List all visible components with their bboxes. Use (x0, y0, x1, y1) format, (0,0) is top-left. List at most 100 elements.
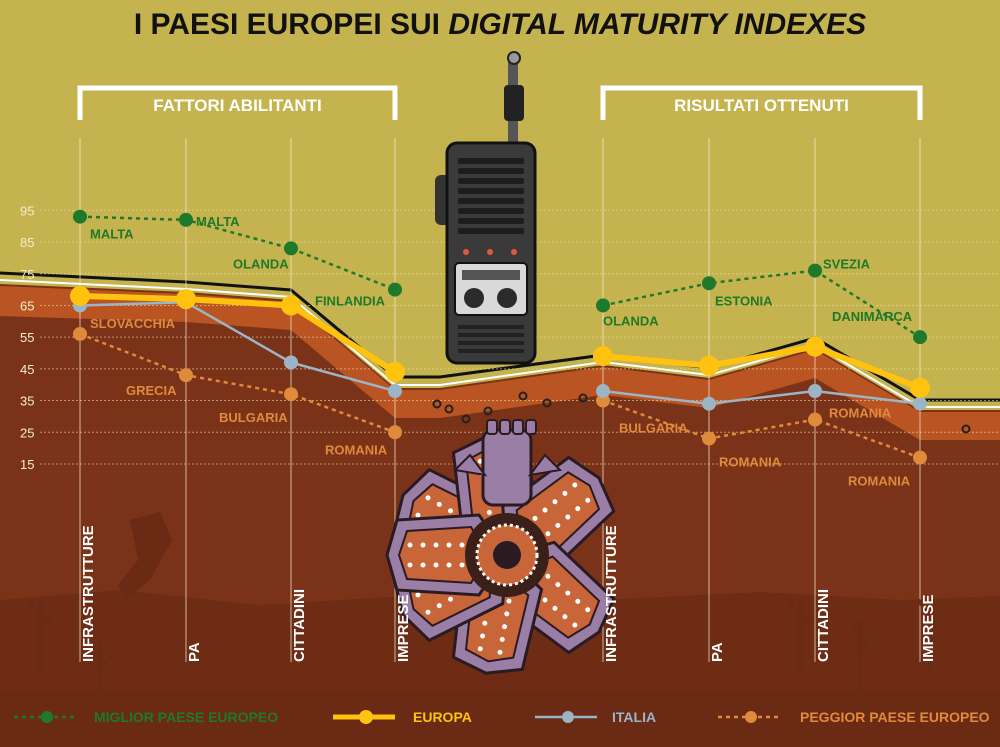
category-labels: INFRASTRUTTURE PA CITTADINI IMPRESE INFRASTR… (80, 525, 937, 662)
series-italy-2 (596, 384, 927, 411)
radio-grip (458, 349, 524, 353)
radio-speaker-slot (458, 158, 524, 164)
radio-icon (435, 51, 537, 365)
bubble (461, 414, 471, 424)
root-silhouette-icon (86, 638, 114, 710)
series-europe-1 (70, 285, 405, 383)
petal-dot (565, 514, 571, 520)
petal-dot (415, 592, 421, 598)
y-tick-label: 95 (20, 203, 34, 218)
creature-finger (486, 419, 498, 435)
series-worst-1: SLOVACCHIA GRECIA BULGARIA ROMANIA (73, 316, 402, 457)
data-label: ROMANIA (719, 455, 782, 470)
y-tick-label: 75 (20, 267, 34, 282)
data-point (808, 412, 822, 427)
y-tick-label: 55 (20, 330, 34, 345)
legend-label: ITALIA (612, 709, 656, 725)
petal-dot (407, 562, 413, 568)
data-point (805, 336, 825, 357)
root-silhouette-icon (26, 598, 54, 670)
y-tick-label: 85 (20, 235, 34, 250)
category-label: IMPRESE (920, 594, 937, 662)
chart-title: I PAESI EUROPEI SUI DIGITAL MATURITY IND… (134, 8, 866, 41)
root-silhouette-icon (786, 598, 814, 670)
petal-inner (397, 525, 489, 585)
petal-dot (565, 590, 571, 596)
petal-dot (562, 614, 568, 620)
series-line (79, 292, 397, 375)
radio-grip (458, 333, 524, 337)
data-label: GRECIA (126, 383, 177, 398)
creature-finger (499, 419, 511, 435)
bubble (444, 404, 454, 414)
petal-dot (504, 611, 510, 617)
radio-antenna-tip (507, 51, 521, 65)
radio-grip (458, 341, 524, 345)
series-line (602, 389, 921, 405)
data-point (388, 425, 402, 440)
petal-dot (532, 515, 538, 521)
petal-dot (448, 508, 454, 514)
legend-label: PEGGIOR PAESE EUROPEO (800, 709, 990, 725)
category-label: INFRASTRUTTURE (603, 525, 620, 662)
root-branch (846, 618, 862, 637)
legend-swatch-dot (562, 711, 574, 723)
category-label: CITTADINI (291, 589, 308, 662)
petal-dot (502, 624, 508, 630)
petal-dot (506, 598, 512, 604)
data-label: BULGARIA (219, 410, 288, 425)
data-point (176, 289, 196, 310)
petal-dot (486, 509, 492, 515)
petal-dot (433, 562, 439, 568)
petal-dot (436, 501, 442, 507)
data-label: OLANDA (603, 313, 659, 328)
petal-dot (407, 542, 413, 548)
group-title: RISULTATI OTTENUTI (674, 96, 849, 115)
petal-dot (585, 497, 591, 503)
series-line (79, 215, 396, 291)
legend-strip (0, 690, 1000, 747)
radio-speaker-slot (458, 208, 524, 214)
petal-dot (555, 522, 561, 528)
group-title: FATTORI ABILITANTI (153, 96, 321, 115)
root-branch (798, 613, 814, 632)
data-point (284, 241, 298, 256)
ground-line-white (0, 279, 1000, 408)
radio-speaker-slot (458, 198, 524, 204)
bubble (518, 391, 528, 401)
radio-speaker-slot (458, 188, 524, 194)
petal-dot (420, 562, 426, 568)
legend: MIGLIOR PAESE EUROPEO EUROPA ITALIA PEGGIOR… (14, 709, 990, 725)
data-label: ROMANIA (325, 442, 388, 457)
data-point (699, 355, 719, 376)
data-point (385, 362, 405, 383)
data-point (179, 212, 193, 227)
legend-label: MIGLIOR PAESE EUROPEO (94, 709, 278, 725)
flower-creature-icon (385, 419, 616, 675)
root-branch (26, 598, 42, 617)
legend-swatch-dot (41, 711, 53, 723)
category-label: CITTADINI (815, 589, 832, 662)
radio-speaker-slot (458, 168, 524, 174)
data-point (284, 355, 298, 370)
petal-dot (552, 499, 558, 505)
series-europe-2 (593, 336, 930, 398)
data-point (388, 384, 402, 399)
data-point (73, 326, 87, 341)
data-point (73, 209, 87, 224)
petal-dot (572, 482, 578, 488)
petal-dot (446, 562, 452, 568)
legend-label: EUROPA (413, 709, 472, 725)
bubble (483, 406, 493, 416)
decorations (26, 51, 971, 710)
petal-dot (436, 603, 442, 609)
root-silhouette-icon (916, 598, 944, 670)
earth-band (0, 286, 1000, 440)
y-tick-label: 65 (20, 298, 34, 313)
series-line (602, 269, 921, 339)
petal-dot (562, 490, 568, 496)
petal-dot (499, 636, 505, 642)
bracket-line (600, 85, 923, 120)
category-label: INFRASTRUTTURE (80, 525, 97, 662)
